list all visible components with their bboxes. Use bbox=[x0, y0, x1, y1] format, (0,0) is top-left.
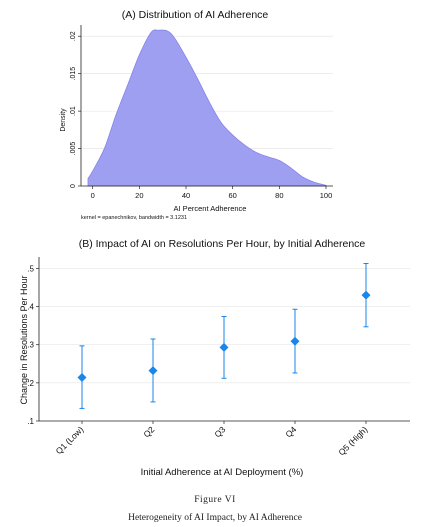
panel-b-ticks: .1 .2 .3 .4 .5 Q1 (Low) Q2 Q3 Q4 Q5 (High) bbox=[27, 264, 369, 457]
panel-b-gridlines bbox=[39, 268, 410, 384]
panel-b-y-tick-label: .4 bbox=[27, 303, 34, 312]
panel-a-y-tick-label: .01 bbox=[70, 106, 77, 116]
panel-a-y-tick-label: .015 bbox=[70, 67, 77, 81]
panel-b-x-label: Initial Adherence at AI Deployment (%) bbox=[141, 467, 304, 478]
panel-b-y-label: Change in Resolutions Per Hour bbox=[19, 275, 29, 404]
figure-label: Figure VI bbox=[194, 495, 236, 505]
panel-a-x-tick-label: 100 bbox=[320, 191, 333, 200]
panel-b-x-tick-label: Q5 (High) bbox=[336, 424, 369, 457]
panel-b-y-tick-label: .1 bbox=[27, 417, 34, 426]
point-estimate-marker bbox=[77, 373, 87, 383]
panel-b-marks bbox=[77, 262, 371, 409]
panel-a: (A) Distribution of AI Adherence 0 20 40 60… bbox=[60, 9, 333, 221]
panel-b: (B) Impact of AI on Resolutions Per Hour… bbox=[19, 238, 410, 478]
panel-a-x-tick-label: 0 bbox=[91, 191, 95, 200]
panel-b-y-tick-label: .2 bbox=[27, 379, 34, 388]
point-estimate-marker bbox=[361, 290, 371, 300]
panel-b-title: (B) Impact of AI on Resolutions Per Hour… bbox=[79, 238, 366, 250]
panel-a-x-tick-label: 60 bbox=[228, 191, 236, 200]
point-estimate-marker bbox=[148, 366, 158, 376]
panel-a-y-tick-label: .02 bbox=[70, 31, 77, 41]
point-estimate-marker bbox=[219, 342, 229, 352]
panel-a-x-label: AI Percent Adherence bbox=[174, 204, 247, 213]
panel-a-y-label: Density bbox=[60, 108, 67, 132]
panel-a-x-tick-label: 40 bbox=[182, 191, 190, 200]
panel-a-y-tick-label: 0 bbox=[70, 184, 77, 188]
figure-caption: Heterogeneity of AI Impact, by AI Adhere… bbox=[128, 512, 302, 523]
panel-a-title: (A) Distribution of AI Adherence bbox=[122, 9, 269, 21]
panel-b-y-tick-label: .5 bbox=[27, 264, 34, 273]
kernel-note: kernel = epanechnikov, bandwidth = 3.123… bbox=[81, 215, 187, 221]
panel-b-x-tick-label: Q3 bbox=[212, 424, 227, 439]
panel-b-x-tick-label: Q4 bbox=[283, 424, 298, 439]
panel-a-x-tick-label: 20 bbox=[135, 191, 143, 200]
panel-a-x-tick-label: 80 bbox=[275, 191, 283, 200]
panel-a-ticks: 0 20 40 60 80 100 0 .005 .01 .015 .02 bbox=[70, 31, 332, 200]
panel-b-x-tick-label: Q2 bbox=[141, 424, 156, 439]
panel-b-x-tick-label: Q1 (Low) bbox=[54, 424, 86, 456]
panel-b-y-tick-label: .3 bbox=[27, 341, 34, 350]
panel-a-y-tick-label: .005 bbox=[70, 142, 77, 156]
point-estimate-marker bbox=[290, 336, 300, 346]
density-area bbox=[87, 29, 327, 187]
